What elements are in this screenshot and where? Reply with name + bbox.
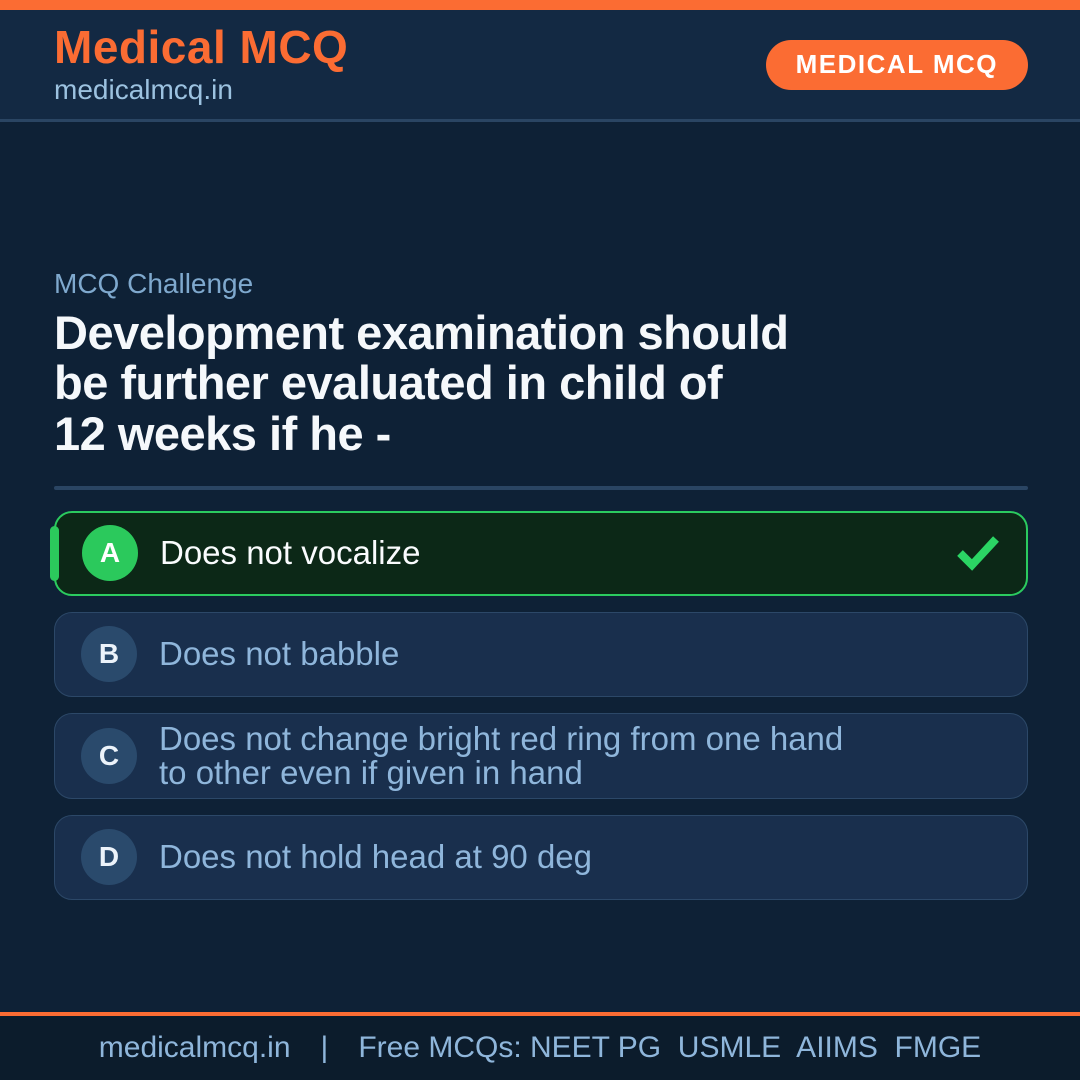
option-letter-badge: D <box>81 829 137 886</box>
question-line: 12 weeks if he - <box>54 406 391 460</box>
answer-option[interactable]: D Does not hold head at 90 deg <box>54 814 1028 900</box>
brand-subtitle: medicalmcq.in <box>54 73 233 105</box>
answer-option[interactable]: B Does not babble <box>54 611 1028 697</box>
correct-check-icon <box>956 534 1000 572</box>
answer-option[interactable]: C Does not change bright red ring from o… <box>54 712 1028 799</box>
question-kicker: MCQ Challenge <box>54 268 254 299</box>
footer-bar: medicalmcq.in | Free MCQs: NEET PG USMLE… <box>0 1016 1080 1080</box>
option-letter-badge: A <box>82 525 138 582</box>
question-text: Development examination should be furthe… <box>54 306 1028 460</box>
footer-separator: | <box>320 1031 329 1064</box>
option-text: Does not hold head at 90 deg <box>159 838 593 876</box>
question-line: be further evaluated in child of <box>54 356 723 410</box>
footer-tagline: Free MCQs: NEET PG USMLE AIIMS FMGE <box>358 1031 982 1064</box>
header: Medical MCQ medicalmcq.in MEDICAL MCQ <box>0 10 1080 122</box>
options-list: A Does not vocalize B Does not babble C … <box>50 510 1028 900</box>
footer-accent-line <box>0 1012 1080 1016</box>
option-letter-badge: B <box>81 626 137 683</box>
brand-block: Medical MCQ medicalmcq.in <box>54 23 348 105</box>
brand-badge: MEDICAL MCQ <box>765 39 1028 90</box>
top-accent-bar <box>0 0 1080 10</box>
option-text: Does not vocalize <box>160 534 421 572</box>
question-line: Development examination should <box>54 306 789 359</box>
main-content: MCQ Challenge Development examination sh… <box>0 268 1080 900</box>
option-text: Does not change bright red ring from one… <box>159 719 844 791</box>
brand-title: Medical MCQ <box>54 21 349 74</box>
answer-option[interactable]: A Does not vocalize <box>50 510 1028 596</box>
question-divider <box>54 485 1028 490</box>
option-text: Does not babble <box>159 635 400 673</box>
footer: medicalmcq.in | Free MCQs: NEET PG USMLE… <box>0 1012 1080 1080</box>
footer-site: medicalmcq.in <box>98 1031 291 1064</box>
option-letter-badge: C <box>81 727 137 784</box>
